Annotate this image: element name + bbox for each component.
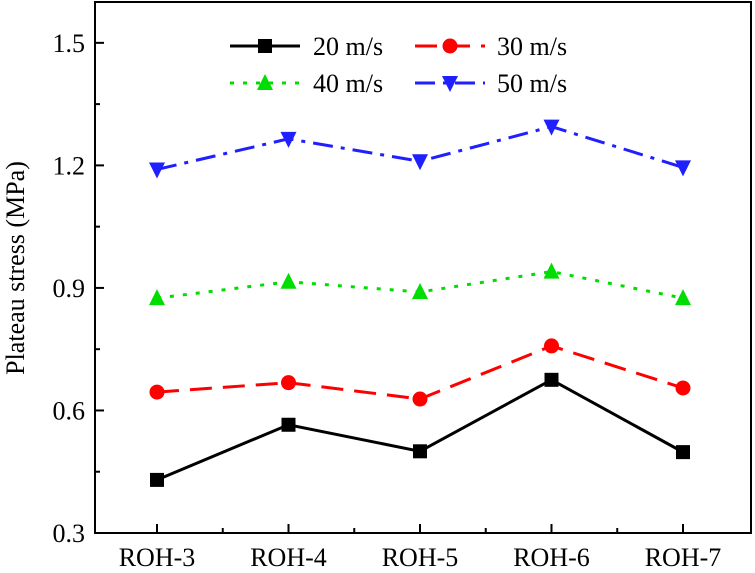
data-point	[281, 375, 296, 391]
data-point	[281, 417, 296, 432]
legend: 20 m/s 30 m/s 40 m/s 50 m/s	[230, 32, 567, 98]
data-point	[676, 445, 690, 460]
data-point	[544, 338, 559, 354]
data-point	[412, 391, 428, 407]
y-tick-label: 0.9	[53, 274, 86, 303]
x-tick-label: ROH-7	[645, 543, 722, 572]
series-40-m-s	[149, 262, 691, 306]
legend-marker	[442, 76, 458, 92]
data-point	[412, 283, 428, 300]
data-point	[280, 131, 297, 148]
data-point	[543, 262, 560, 279]
series-20-m-s	[150, 372, 690, 487]
data-point	[543, 119, 560, 136]
data-point	[544, 372, 559, 387]
series-30-m-s	[149, 338, 691, 407]
series-layer	[149, 119, 691, 487]
series-line	[156, 270, 684, 300]
legend-label: 20 m/s	[313, 32, 383, 61]
data-point	[149, 384, 165, 400]
legend-label: 40 m/s	[313, 69, 383, 98]
legend-marker	[257, 74, 273, 90]
legend-marker	[258, 39, 272, 53]
y-axis-label: Plateau stress (MPa)	[1, 161, 30, 375]
data-point	[149, 162, 165, 179]
data-point	[149, 289, 165, 306]
series-50-m-s	[149, 119, 691, 179]
legend-marker	[442, 38, 458, 54]
y-tick-label: 1.5	[53, 29, 86, 58]
data-point	[412, 154, 428, 171]
legend-label: 30 m/s	[497, 32, 567, 61]
y-tick-label: 1.2	[53, 151, 86, 180]
data-point	[675, 380, 691, 396]
legend-label: 50 m/s	[497, 69, 567, 98]
data-point	[280, 272, 297, 289]
data-point	[675, 160, 691, 177]
y-tick-label: 0.3	[53, 519, 86, 548]
series-line	[156, 344, 684, 401]
y-tick-label: 0.6	[53, 396, 86, 425]
plot-frame	[94, 1, 752, 534]
axis-ticks: 0.3 0.6 0.9 1.2 1.5 ROH-3 ROH-4 ROH-5 ROH-6 ROH-7	[53, 29, 722, 572]
data-point	[150, 472, 164, 487]
x-tick-label: ROH-6	[513, 543, 590, 572]
x-tick-label: ROH-4	[250, 543, 327, 572]
data-point	[675, 289, 691, 306]
x-tick-label: ROH-3	[119, 543, 196, 572]
x-tick-label: ROH-5	[382, 543, 459, 572]
data-point	[413, 444, 427, 459]
